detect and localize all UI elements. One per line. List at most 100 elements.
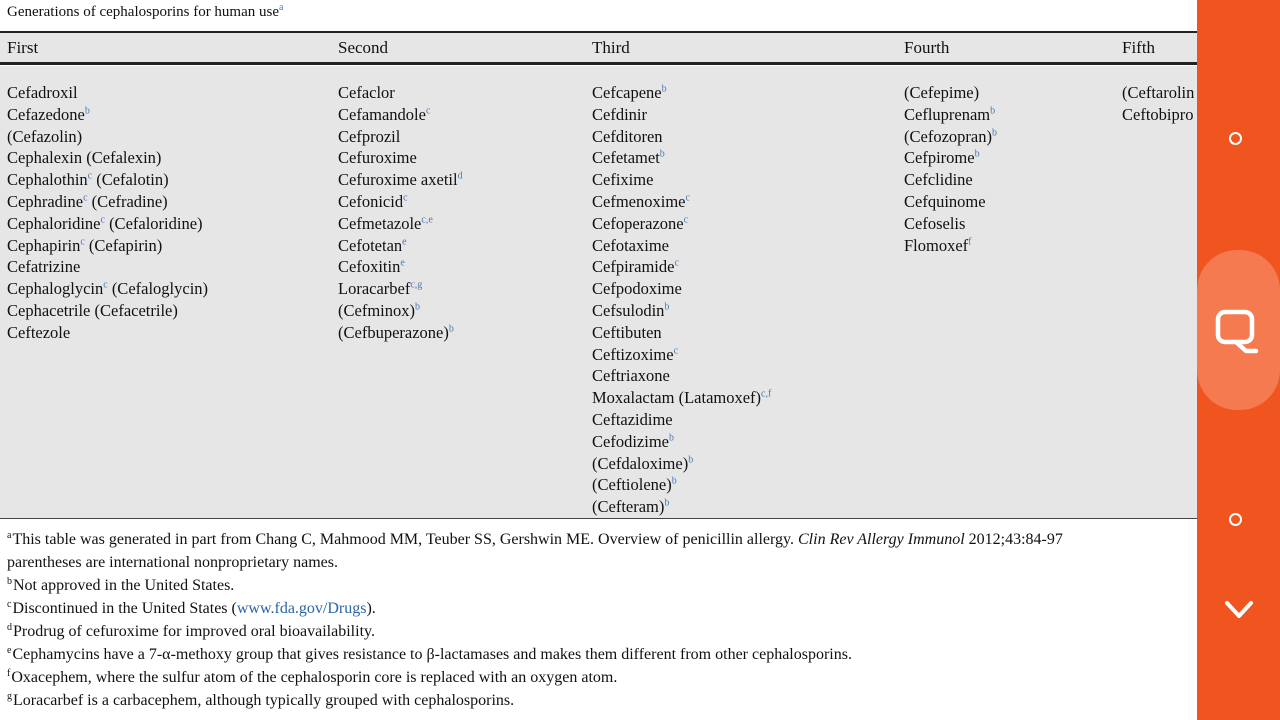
- drug-cell: Cefetametb: [592, 147, 771, 169]
- drug-alt-name: (Cefaloridine): [104, 213, 203, 233]
- drug-cell: Cefoperazonec: [592, 213, 771, 235]
- circle-icon[interactable]: [1229, 132, 1242, 145]
- footnote-marker: b: [661, 83, 667, 95]
- drug-name: Cefadroxil: [7, 83, 78, 102]
- drug-cell: Cefdinir: [592, 104, 771, 126]
- drug-name: (Cefteram): [592, 497, 665, 517]
- drug-cell: Cefditoren: [592, 126, 771, 148]
- drug-name: Cefmenoxime: [592, 191, 686, 211]
- drug-alt-name: (Cefapirin): [84, 235, 163, 255]
- footnote-marker: b: [664, 301, 670, 313]
- footnote-marker: e: [402, 236, 407, 248]
- footnote-marker: b: [448, 323, 454, 335]
- footnote-marker: b: [991, 127, 997, 139]
- footnote: cDiscontinued in the United States (www.…: [7, 597, 1063, 620]
- footnote-text: 2012;43:84-97: [964, 531, 1063, 548]
- drug-cell: Ceftazidime: [592, 409, 771, 431]
- drug-cell: Ceftibuten: [592, 322, 771, 344]
- search-icon[interactable]: [1212, 306, 1264, 358]
- drug-name: Cephaloridine: [7, 213, 101, 233]
- footnote-marker: b: [84, 105, 90, 117]
- footnote-marker: b: [974, 148, 980, 160]
- footnote-marker: c: [100, 214, 105, 226]
- drug-name: (Cefozopran): [904, 126, 992, 146]
- chevron-down-icon[interactable]: [1224, 598, 1254, 622]
- drug-name: (Cefminox): [338, 300, 415, 320]
- drug-cell: Cephalexin (Cefalexin): [7, 147, 208, 169]
- footnote-marker: e: [400, 257, 405, 269]
- footnote-marker: g: [7, 690, 12, 702]
- footnote-text: Oxacephem, where the sulfur atom of the …: [11, 669, 618, 686]
- drug-cell: Cephradinec (Cefradine): [7, 191, 208, 213]
- drug-alt-name: (Cefradine): [87, 191, 168, 211]
- footnote-marker: b: [668, 432, 674, 444]
- footnote-text: Not approved in the United States.: [13, 577, 235, 594]
- drug-cell: Cephapirinc (Cefapirin): [7, 235, 208, 257]
- drug-cell: Loracarbefc,g: [338, 278, 463, 300]
- footnote-link[interactable]: www.fda.gov/Drugs: [236, 600, 367, 617]
- drug-name: Cefdinir: [592, 104, 647, 124]
- drug-cell: Cefazedoneb: [7, 104, 208, 126]
- footnote: dProdrug of cefuroxime for improved oral…: [7, 620, 1063, 643]
- drug-cell: Moxalactam (Latamoxef)c,f: [592, 387, 771, 409]
- footnote-marker: f: [968, 236, 972, 248]
- drug-cell: (Ceftarolin: [1122, 82, 1194, 104]
- footnote-marker: c: [80, 236, 85, 248]
- drug-cell: Cefodizimeb: [592, 431, 771, 453]
- footnote-marker: d: [7, 621, 12, 633]
- drug-name: Cefpirome: [904, 148, 975, 168]
- drug-name: Moxalactam (Latamoxef): [592, 388, 762, 408]
- footnote-marker: c,e: [421, 214, 433, 226]
- footnote-marker: e: [7, 644, 12, 656]
- drug-name: Cefclidine: [904, 170, 973, 190]
- drug-cell: Cefpiramidec: [592, 256, 771, 278]
- column-header-second: Second: [338, 38, 389, 57]
- footnote-marker: b: [990, 105, 996, 117]
- drug-cell: (Cefbuperazone)b: [338, 322, 463, 344]
- footnote-marker: c: [103, 279, 108, 291]
- drug-cell: (Cefazolin): [7, 126, 208, 148]
- drug-cell: Cefixime: [592, 169, 771, 191]
- footnote-marker: c: [674, 257, 679, 269]
- search-button-highlight[interactable]: [1197, 250, 1280, 410]
- drug-name: Cephradine: [7, 191, 84, 211]
- drug-name: Ceftriaxone: [592, 366, 670, 386]
- footnote-journal: Clin Rev Allergy Immunol: [798, 531, 965, 548]
- drug-name: (Ceftiolene): [592, 475, 672, 495]
- column-second: Cefaclor Cefamandolec Cefprozil Cefuroxime C…: [338, 82, 463, 344]
- footnote-marker: c: [425, 105, 431, 117]
- drug-name: (Cefbuperazone): [338, 322, 449, 342]
- drug-alt-name: (Cefaloglycin): [107, 279, 209, 299]
- footnote-marker: b: [664, 497, 670, 509]
- footnote-text: ).: [366, 600, 376, 617]
- drug-alt-name: (Cefalotin): [92, 170, 169, 190]
- drug-cell: Cefoxitine: [338, 256, 463, 278]
- footnote-marker: b: [7, 575, 12, 587]
- footnote-marker: c: [673, 345, 679, 357]
- circle-icon[interactable]: [1229, 513, 1242, 526]
- drug-cell: (Cefteram)b: [592, 496, 771, 518]
- drug-name: Cefoxitin: [338, 257, 401, 277]
- title-footnote-marker: a: [279, 2, 284, 13]
- drug-name: Ceftobipro: [1122, 104, 1194, 124]
- footnote: aThis table was generated in part from C…: [7, 528, 1063, 551]
- footnote-text: parentheses are international nonproprie…: [7, 554, 338, 571]
- footnote-marker: c: [685, 192, 690, 204]
- drug-cell: Cephalothinc (Cefalotin): [7, 169, 208, 191]
- drug-cell: Cefatrizine: [7, 256, 208, 278]
- footnote-marker: c: [83, 192, 88, 204]
- drug-cell: Flomoxeff: [904, 235, 997, 257]
- drug-name: Loracarbef: [338, 279, 411, 299]
- drug-name: (Cefdaloxime): [592, 453, 689, 473]
- drug-cell: Cefpiromeb: [904, 147, 997, 169]
- drug-name: (Cefazolin): [7, 126, 83, 146]
- drug-cell: Cefuroxime axetild: [338, 169, 463, 191]
- drug-cell: Cefotaxime: [592, 235, 771, 257]
- footnote-marker: c: [7, 598, 12, 610]
- drug-name: Cefcapene: [592, 83, 662, 102]
- footnote-marker: c: [403, 192, 408, 204]
- column-fifth: (Ceftarolin Ceftobipro: [1122, 82, 1194, 126]
- drug-name: Ceftibuten: [592, 322, 662, 342]
- drug-name: Cephaloglycin: [7, 279, 104, 299]
- footnote-text: Discontinued in the United States (: [12, 600, 237, 617]
